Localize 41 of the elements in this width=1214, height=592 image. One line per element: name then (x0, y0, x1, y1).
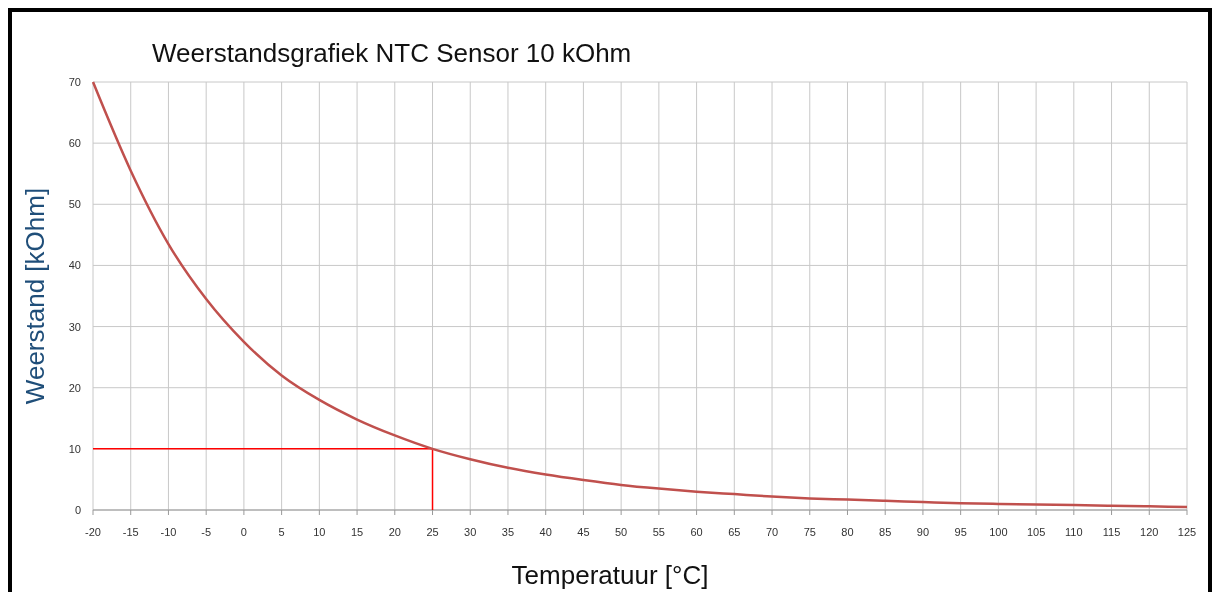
y-tick-label: 20 (68, 381, 81, 394)
x-tick-label: 100 (989, 526, 1008, 538)
x-tick-label: 85 (879, 526, 892, 538)
x-tick-label: 10 (313, 526, 326, 538)
y-tick-label: 0 (74, 504, 81, 516)
x-tick-label: -15 (122, 526, 139, 538)
x-tick-label: 75 (803, 526, 816, 538)
x-tick-label: 55 (652, 526, 665, 538)
y-tick-label: 40 (68, 259, 81, 272)
x-tick-label: 110 (1065, 526, 1083, 538)
x-tick-label: -20 (85, 526, 101, 538)
y-tick-label: 60 (68, 137, 81, 150)
x-tick-label: 45 (577, 526, 590, 538)
x-tick-label: -5 (201, 526, 212, 538)
x-tick-label: 50 (615, 526, 628, 538)
x-axis-title: Temperatuur [°C] (511, 560, 709, 590)
x-tick-label: 40 (539, 526, 552, 538)
y-tick-label: 30 (68, 320, 81, 333)
y-tick-label: 70 (68, 76, 81, 88)
x-tick-label: 105 (1026, 526, 1046, 538)
y-tick-label: 50 (68, 198, 81, 211)
x-tick-label: 30 (464, 526, 477, 538)
x-tick-label: 60 (690, 526, 703, 538)
y-tick-label: 10 (68, 442, 81, 455)
x-tick-label: 20 (388, 526, 401, 538)
x-tick-label: 95 (954, 526, 967, 538)
x-tick-label: -10 (160, 526, 177, 538)
x-tick-label: 65 (728, 526, 741, 538)
x-tick-label: 5 (278, 526, 285, 538)
chart-title: Weerstandsgrafiek NTC Sensor 10 kOhm (152, 38, 632, 68)
y-axis-title: Weerstand [kOhm] (20, 187, 50, 405)
x-tick-label: 35 (501, 526, 515, 538)
x-tick-label: 0 (240, 526, 247, 538)
x-tick-label: 90 (916, 526, 930, 538)
x-tick-label: 120 (1140, 526, 1159, 538)
x-tick-label: 80 (841, 526, 854, 538)
x-tick-label: 25 (426, 526, 439, 538)
x-tick-label: 70 (765, 526, 779, 538)
x-tick-label: 15 (350, 526, 364, 538)
x-tick-label: 125 (1177, 526, 1197, 538)
x-tick-label: 115 (1102, 526, 1121, 538)
